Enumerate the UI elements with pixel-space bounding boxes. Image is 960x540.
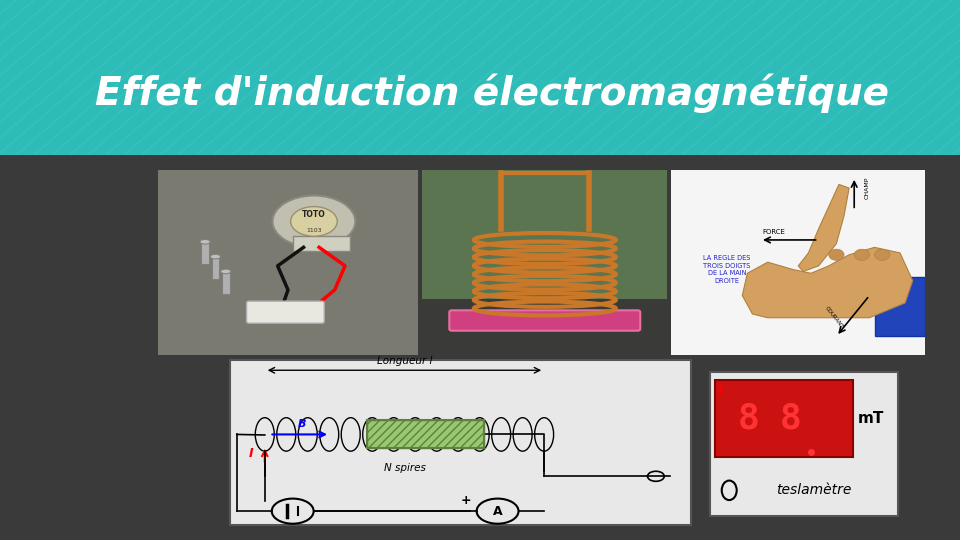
Text: Longueur l: Longueur l [376, 356, 432, 366]
Bar [293, 236, 350, 251]
Bar [202, 242, 209, 264]
Text: COURANT: COURANT [824, 306, 844, 330]
Text: B: B [298, 420, 306, 429]
Bar [211, 256, 219, 279]
Text: 8: 8 [780, 402, 801, 435]
Text: TOTO: TOTO [302, 210, 325, 219]
Ellipse shape [291, 207, 337, 236]
Bar [367, 421, 484, 448]
Polygon shape [799, 184, 849, 272]
Bar [422, 170, 667, 299]
Text: teslamètre: teslamètre [776, 483, 852, 497]
Text: mT: mT [857, 411, 884, 426]
Text: FORCE: FORCE [762, 230, 785, 235]
Bar [875, 277, 925, 336]
Bar [422, 299, 667, 355]
Bar [222, 272, 229, 294]
FancyBboxPatch shape [449, 310, 640, 330]
Text: +: + [461, 494, 471, 507]
Text: A: A [492, 505, 502, 518]
Ellipse shape [828, 249, 844, 260]
Text: Effet d'induction électromagnétique: Effet d'induction électromagnétique [95, 73, 889, 113]
Text: 1103: 1103 [306, 228, 322, 233]
Text: LA REGLE DES
TROIS DOIGTS
DE LA MAIN
DROITE: LA REGLE DES TROIS DOIGTS DE LA MAIN DRO… [704, 255, 751, 284]
Ellipse shape [200, 239, 210, 244]
Ellipse shape [210, 254, 221, 259]
Text: +: + [715, 382, 726, 395]
Ellipse shape [875, 249, 890, 260]
Bar [367, 421, 484, 448]
Bar [715, 380, 853, 457]
Ellipse shape [221, 269, 231, 274]
Text: N spires: N spires [383, 463, 425, 472]
Text: I: I [249, 447, 253, 460]
Ellipse shape [854, 249, 870, 260]
Ellipse shape [273, 195, 355, 247]
Text: 8: 8 [738, 402, 759, 435]
Text: CHAMP: CHAMP [864, 177, 870, 199]
Polygon shape [742, 247, 913, 318]
FancyBboxPatch shape [247, 301, 324, 323]
